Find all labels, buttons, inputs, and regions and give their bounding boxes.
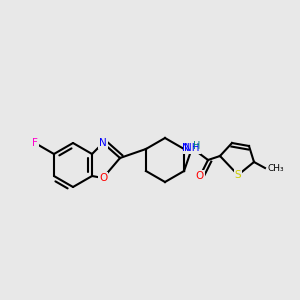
- Text: O: O: [196, 171, 204, 181]
- Text: F: F: [32, 138, 38, 148]
- Text: N: N: [182, 143, 190, 153]
- Text: H: H: [194, 141, 201, 151]
- Text: N: N: [99, 138, 107, 148]
- Text: NH: NH: [184, 143, 200, 153]
- Text: CH₃: CH₃: [267, 164, 284, 172]
- Text: S: S: [235, 170, 241, 180]
- Text: O: O: [99, 173, 107, 183]
